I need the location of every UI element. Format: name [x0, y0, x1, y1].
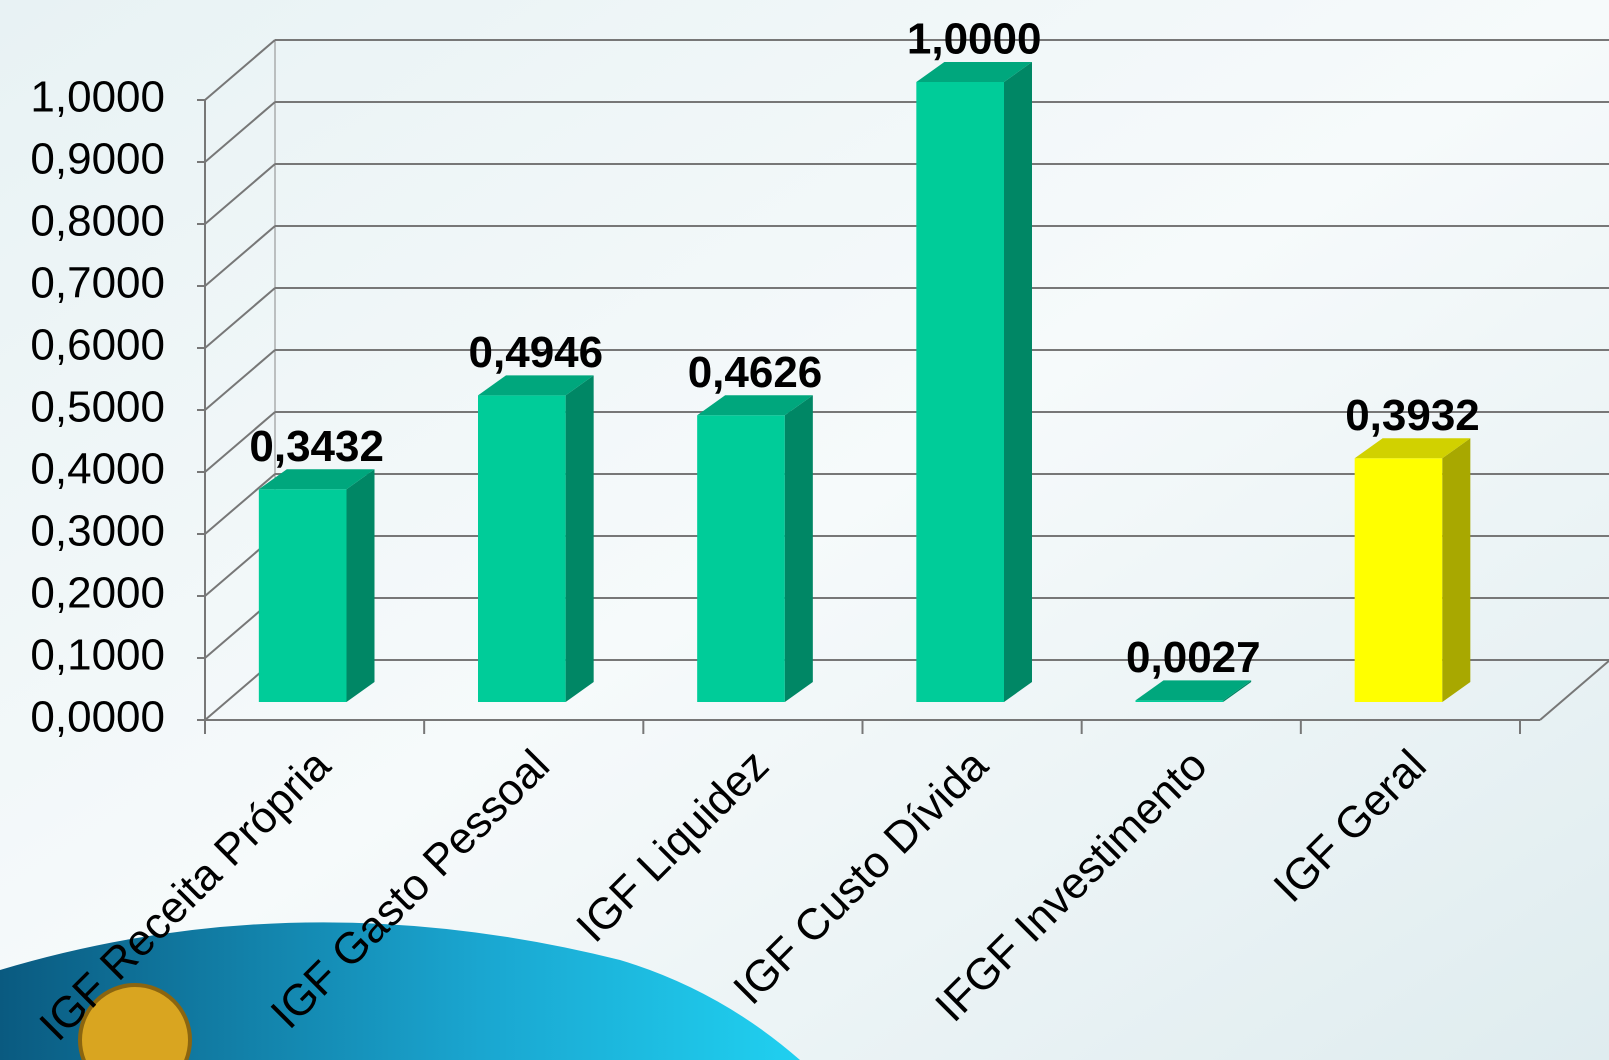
y-tick-label: 0,0000: [30, 693, 165, 742]
bar-face: [258, 469, 375, 490]
bar: [258, 469, 375, 702]
bar-face: [1354, 438, 1471, 459]
value-label: 0,3432: [249, 422, 384, 471]
bar-face: [1442, 438, 1471, 702]
grid-side: [204, 39, 276, 101]
bar: [916, 62, 1032, 702]
value-label: 0,4946: [469, 328, 604, 377]
y-tick-label: 0,2000: [30, 569, 165, 618]
bar-face: [697, 395, 813, 416]
bar-face: [1135, 700, 1224, 702]
grid-side: [204, 287, 276, 349]
logo: [78, 983, 192, 1060]
y-tick-label: 0,9000: [30, 135, 165, 184]
decor-swoosh: [0, 922, 800, 1060]
bar-face: [1135, 680, 1252, 701]
value-label: 0,0027: [1126, 633, 1261, 682]
y-tick-label: 0,5000: [30, 383, 165, 432]
bar: [478, 375, 594, 702]
bar-face: [697, 415, 785, 702]
bar-face: [1004, 62, 1032, 702]
value-label: 1,0000: [907, 15, 1042, 64]
value-label: 0,4626: [688, 348, 823, 397]
bar-face: [916, 62, 1032, 82]
grid-side: [204, 473, 276, 535]
bar-face: [565, 375, 594, 702]
y-tick-label: 0,6000: [30, 321, 165, 370]
value-label: 0,3932: [1345, 391, 1480, 440]
bar: [1135, 680, 1252, 702]
floor-edge: [1539, 659, 1609, 721]
y-tick-label: 1,0000: [30, 73, 165, 122]
bar-face: [346, 469, 375, 702]
y-tick-label: 0,1000: [30, 631, 165, 680]
bar-face: [478, 395, 566, 702]
bar-face: [258, 489, 347, 702]
bar-face: [1223, 680, 1252, 702]
bar-face: [784, 395, 813, 702]
bar: [1354, 438, 1471, 702]
grid-side: [204, 163, 276, 225]
y-tick-label: 0,8000: [30, 197, 165, 246]
y-tick-label: 0,3000: [30, 507, 165, 556]
grid-side: [204, 411, 276, 473]
bar: [697, 395, 813, 702]
bar-face: [916, 82, 1004, 702]
grid-side: [204, 349, 276, 411]
grid-side: [204, 101, 276, 163]
bar-face: [1354, 458, 1443, 702]
bar-face: [478, 375, 594, 396]
y-tick-label: 0,4000: [30, 445, 165, 494]
y-tick-label: 0,7000: [30, 259, 165, 308]
grid-side: [204, 225, 276, 287]
